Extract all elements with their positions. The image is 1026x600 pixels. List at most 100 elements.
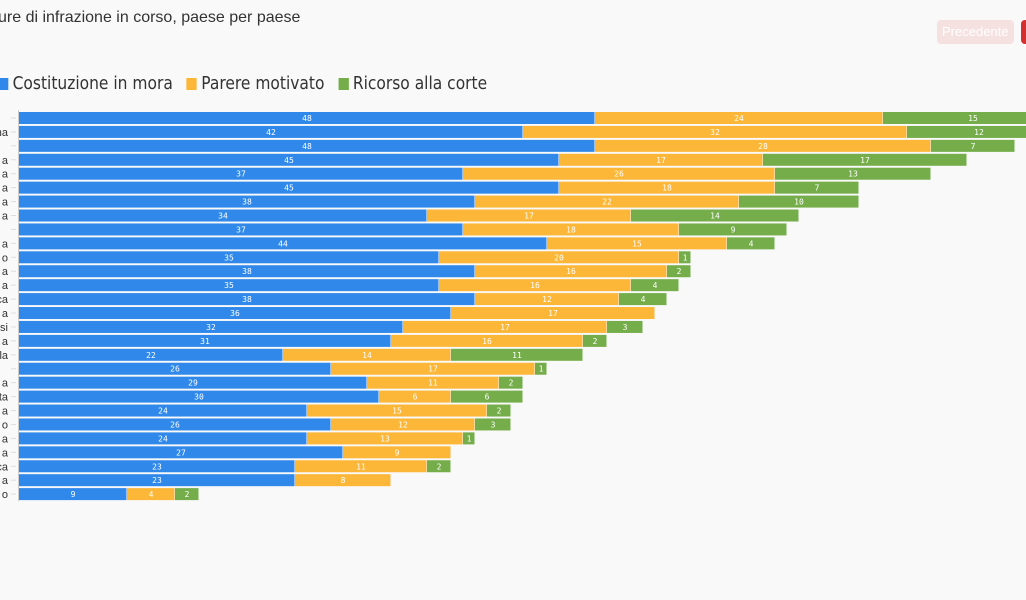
data-label: 1 [683,253,688,262]
bar-mora[interactable] [19,460,295,473]
bar-parere[interactable] [451,307,655,320]
data-label: 8 [341,476,346,485]
bar-parere[interactable] [547,237,727,250]
bar-mora[interactable] [19,390,379,403]
bar-ricorso[interactable] [451,390,523,403]
bar-parere[interactable] [331,362,535,375]
data-label: 12 [398,420,408,429]
bar-ricorso[interactable] [679,251,691,264]
bar-parere[interactable] [439,279,631,292]
bar-parere[interactable] [559,181,775,194]
bar-ricorso[interactable] [775,181,859,194]
bar-ricorso[interactable] [883,112,1026,124]
bar-ricorso[interactable] [667,265,691,278]
bar-parere[interactable] [475,265,667,278]
bar-parere[interactable] [295,474,391,487]
bar-ricorso[interactable] [583,334,607,347]
bar-parere[interactable] [403,320,607,333]
bar-mora[interactable] [19,320,403,333]
bar-mora[interactable] [19,167,463,180]
bar-mora[interactable] [19,293,475,306]
bar-mora[interactable] [19,195,475,208]
bar-mora[interactable] [19,153,559,166]
bar-mora[interactable] [19,251,439,264]
bar-ricorso[interactable] [451,348,583,361]
bar-ricorso[interactable] [739,195,859,208]
bar-parere[interactable] [595,139,931,152]
bar-parere[interactable] [439,251,679,264]
bar-mora[interactable] [19,348,283,361]
bar-mora[interactable] [19,265,475,278]
bar-ricorso[interactable] [727,237,775,250]
bar-mora[interactable] [19,139,595,152]
bar-mora[interactable] [19,237,547,250]
bar-parere[interactable] [127,488,175,501]
bar-parere[interactable] [427,209,631,222]
category-label: a [2,433,9,445]
bar-mora[interactable] [19,362,331,375]
legend-item-ricorso[interactable]: Ricorso alla corte [338,73,487,94]
bar-mora[interactable] [19,307,451,320]
bar-parere[interactable] [307,404,487,417]
bar-parere[interactable] [463,167,775,180]
bar-mora[interactable] [19,376,367,389]
bar-ricorso[interactable] [487,404,511,417]
bar-ricorso[interactable] [631,209,799,222]
category-label: ca [0,461,9,473]
bar-ricorso[interactable] [931,139,1015,152]
legend-label: Parere motivato [201,73,325,94]
bar-mora[interactable] [19,432,307,445]
bar-mora[interactable] [19,125,523,138]
bar-mora[interactable] [19,112,595,124]
bar-parere[interactable] [559,153,763,166]
bar-parere[interactable] [523,125,907,138]
category-label: o [2,419,8,431]
legend-item-parere[interactable]: Parere motivato [186,73,325,94]
bar-ricorso[interactable] [535,362,547,375]
bar-ricorso[interactable] [499,376,523,389]
bar-parere[interactable] [367,376,499,389]
bar-mora[interactable] [19,488,127,501]
bar-ricorso[interactable] [763,153,967,166]
data-label: 9 [731,225,736,234]
bar-ricorso[interactable] [463,432,475,445]
data-label: 24 [158,407,168,416]
bar-mora[interactable] [19,404,307,417]
bar-parere[interactable] [379,390,451,403]
bar-parere[interactable] [331,418,475,431]
bar-ricorso[interactable] [607,320,643,333]
bar-parere[interactable] [343,446,451,459]
bar-ricorso[interactable] [475,418,511,431]
next-button[interactable] [1021,20,1026,44]
bar-mora[interactable] [19,209,427,222]
previous-button[interactable]: Precedente [937,20,1014,44]
bar-mora[interactable] [19,418,331,431]
bar-ricorso[interactable] [175,488,199,501]
legend-item-mora[interactable]: Costituzione in mora [0,73,173,94]
bar-mora[interactable] [19,279,439,292]
bar-ricorso[interactable] [775,167,931,180]
bar-ricorso[interactable] [907,125,1026,138]
bar-parere[interactable] [307,432,463,445]
bar-ricorso[interactable] [427,460,451,473]
bar-mora[interactable] [19,474,295,487]
bar-ricorso[interactable] [631,279,679,292]
bar-mora[interactable] [19,181,559,194]
bar-parere[interactable] [391,334,583,347]
bar-parere[interactable] [595,112,883,124]
data-label: 13 [380,434,390,443]
bar-parere[interactable] [475,293,619,306]
data-label: 4 [653,281,658,290]
data-label: 11 [512,351,522,360]
bar-parere[interactable] [283,348,451,361]
bar-mora[interactable] [19,334,391,347]
bar-ricorso[interactable] [679,223,787,236]
data-label: 4 [641,295,646,304]
category-label: a [2,280,9,292]
bar-mora[interactable] [19,223,463,236]
bar-ricorso[interactable] [619,293,667,306]
bar-parere[interactable] [475,195,739,208]
bar-mora[interactable] [19,446,343,459]
bar-parere[interactable] [463,223,679,236]
bar-parere[interactable] [295,460,427,473]
